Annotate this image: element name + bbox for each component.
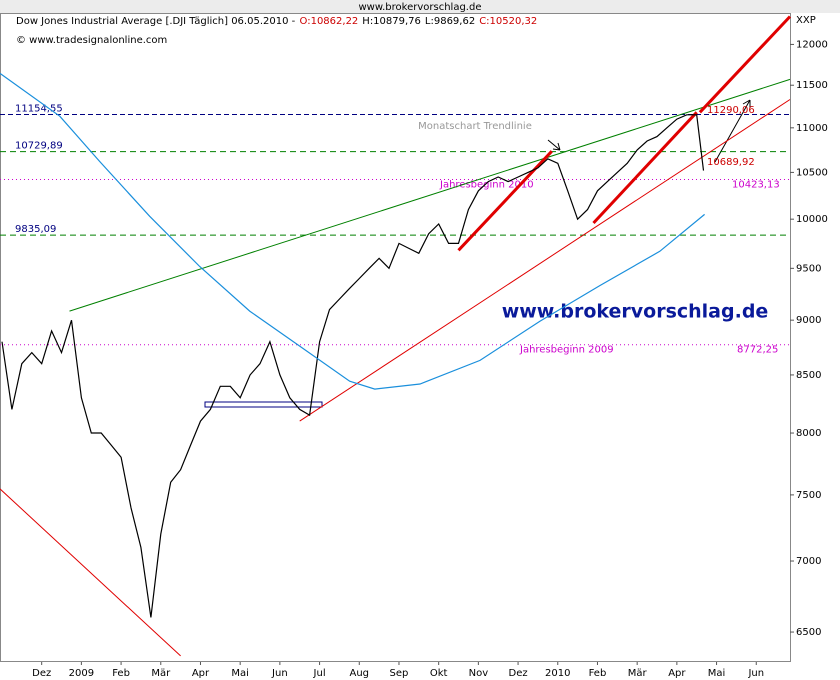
level-label: 11154,55 — [15, 103, 63, 114]
window-bar — [0, 0, 840, 13]
level-note: Jahresbeginn 2010 — [439, 179, 534, 190]
y-tick-label: 12000 — [796, 39, 828, 50]
x-tick-label: Dez — [32, 668, 51, 679]
y-tick-label: 10000 — [796, 214, 828, 225]
title-part: L:9869,62 — [425, 16, 475, 27]
trendline — [457, 150, 553, 252]
x-tick-label: Jun — [271, 668, 288, 679]
trendline — [299, 99, 791, 422]
page-url: www.brokervorschlag.de — [359, 2, 482, 13]
title-part: O:10862,22 — [300, 16, 359, 27]
x-tick-label: 2009 — [69, 668, 94, 679]
x-tick-label: Feb — [589, 668, 607, 679]
y-unit: XXP — [796, 15, 816, 26]
y-tick-label: 10500 — [796, 167, 828, 178]
y-tick-label: 6500 — [796, 627, 821, 638]
arrow — [547, 139, 561, 151]
y-tick-label: 9500 — [796, 263, 821, 274]
x-tick-label: Mär — [151, 668, 171, 679]
x-tick-label: Jul — [313, 668, 326, 679]
level-note: Jahresbeginn 2009 — [519, 345, 614, 356]
x-tick-label: Aug — [350, 668, 370, 679]
watermark: www.brokervorschlag.de — [502, 301, 769, 323]
price-annotation: 10689,92 — [707, 157, 755, 168]
y-tick-label: 7500 — [796, 490, 821, 501]
price-annotation: 11290,06 — [707, 105, 755, 116]
y-tick-label: 11000 — [796, 123, 828, 134]
x-tick-label: Apr — [192, 668, 210, 679]
y-tick-label: 7000 — [796, 556, 821, 567]
trendline-label: Monatschart Trendlinie — [418, 121, 532, 132]
trendline — [69, 78, 791, 312]
x-tick-label: Feb — [112, 668, 130, 679]
chart-title: Dow Jones Industrial Average [.DJI Tägli… — [16, 16, 537, 27]
level-label: 10423,13 — [732, 179, 780, 190]
y-tick-label: 11500 — [796, 80, 828, 91]
x-tick-label: Mai — [708, 668, 726, 679]
trendline — [698, 15, 792, 114]
plot-frame — [0, 13, 791, 662]
level-label: 9835,09 — [15, 224, 56, 235]
level-label: 10729,89 — [15, 141, 63, 152]
x-tick-label: Jun — [747, 668, 764, 679]
price-line — [1, 114, 705, 618]
level-label: 8772,25 — [737, 345, 778, 356]
price-line — [0, 72, 705, 390]
trendline — [592, 111, 698, 225]
title-part: C:10520,32 — [479, 16, 537, 27]
title-part: H:10879,76 — [362, 16, 421, 27]
x-tick-label: Apr — [668, 668, 686, 679]
x-tick-label: Okt — [430, 668, 448, 679]
x-tick-label: Dez — [509, 668, 528, 679]
x-tick-label: Sep — [390, 668, 409, 679]
x-tick-label: Mai — [231, 668, 249, 679]
y-tick-label: 8500 — [796, 370, 821, 381]
range-box — [204, 401, 323, 408]
title-part: Dow Jones Industrial Average [.DJI Tägli… — [16, 16, 296, 27]
y-tick-label: 8000 — [796, 428, 821, 439]
subtitle: © www.tradesignalonline.com — [16, 35, 167, 46]
y-tick-label: 9000 — [796, 315, 821, 326]
x-tick-label: Mär — [628, 668, 648, 679]
trendline — [0, 488, 181, 657]
x-tick-label: 2010 — [545, 668, 570, 679]
x-tick-label: Nov — [469, 668, 489, 679]
